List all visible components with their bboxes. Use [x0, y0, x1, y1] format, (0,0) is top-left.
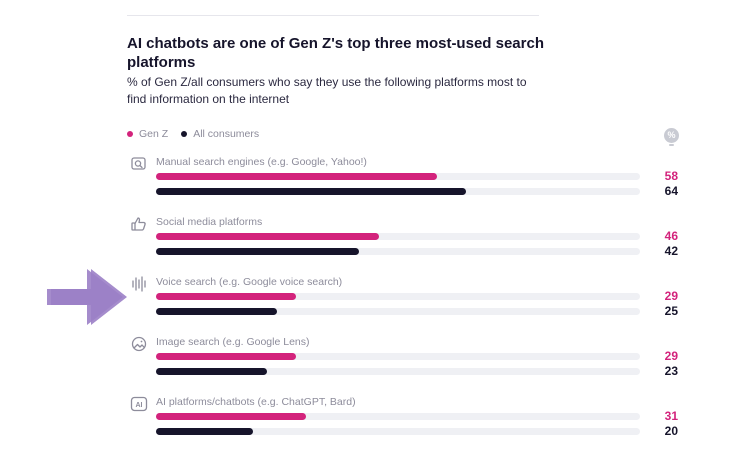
highlight-arrow — [51, 269, 127, 325]
category-label: Image search (e.g. Google Lens) — [156, 336, 310, 348]
value-label-gen-z: 29 — [664, 349, 678, 363]
ai-badge-icon: AI — [130, 396, 148, 412]
legend-item-gen-z: Gen Z — [127, 128, 168, 140]
category-label: Voice search (e.g. Google voice search) — [156, 276, 343, 288]
category-label: Social media platforms — [156, 216, 263, 228]
top-divider — [127, 15, 539, 16]
thumbs-up-icon — [131, 217, 146, 231]
image-face-icon — [131, 336, 147, 352]
chart-subtitle: % of Gen Z/all consumers who say they us… — [127, 75, 527, 106]
bar-track-gen-z — [156, 233, 640, 240]
bar-track-all-consumers — [156, 188, 640, 195]
bar-row: Image search (e.g. Google Lens) 29 23 — [0, 335, 737, 395]
value-label-all-consumers: 42 — [664, 244, 678, 258]
bar-all-consumers — [156, 428, 253, 435]
bar-gen-z — [156, 233, 379, 240]
bar-gen-z — [156, 353, 296, 360]
legend-label-gen-z: Gen Z — [139, 128, 169, 140]
bar-track-all-consumers — [156, 428, 640, 435]
bar-track-gen-z — [156, 413, 640, 420]
bar-row: Social media platforms 46 42 — [0, 215, 737, 275]
bar-all-consumers — [156, 308, 277, 315]
legend-item-all-consumers: All consumers — [181, 128, 259, 140]
value-label-gen-z: 31 — [664, 409, 678, 423]
bar-all-consumers — [156, 188, 466, 195]
svg-text:AI: AI — [136, 402, 143, 409]
value-label-gen-z: 58 — [664, 169, 678, 183]
bar-gen-z — [156, 413, 306, 420]
bar-all-consumers — [156, 248, 359, 255]
chart-legend: Gen Z All consumers — [127, 128, 272, 140]
value-label-all-consumers: 20 — [664, 424, 678, 438]
category-label: AI platforms/chatbots (e.g. ChatGPT, Bar… — [156, 396, 356, 408]
bar-track-all-consumers — [156, 308, 640, 315]
percent-icon: % — [664, 128, 679, 146]
chart-title: AI chatbots are one of Gen Z's top three… — [127, 35, 544, 71]
bar-all-consumers — [156, 368, 267, 375]
bar-row: AI AI platforms/chatbots (e.g. ChatGPT, B… — [0, 395, 737, 455]
legend-dot-all-consumers — [181, 131, 188, 137]
bar-track-gen-z — [156, 353, 640, 360]
bar-track-gen-z — [156, 293, 640, 300]
bar-gen-z — [156, 173, 437, 180]
soundwave-icon — [132, 276, 146, 292]
search-window-icon — [131, 157, 146, 170]
value-label-all-consumers: 64 — [664, 184, 678, 198]
bar-row: Manual search engines (e.g. Google, Yaho… — [0, 155, 737, 215]
value-label-all-consumers: 25 — [664, 304, 678, 318]
legend-label-all-consumers: All consumers — [193, 128, 260, 140]
bar-track-gen-z — [156, 173, 640, 180]
value-label-gen-z: 46 — [664, 229, 678, 243]
bar-track-all-consumers — [156, 248, 640, 255]
bar-track-all-consumers — [156, 368, 640, 375]
value-label-all-consumers: 23 — [664, 364, 678, 378]
category-label: Manual search engines (e.g. Google, Yaho… — [156, 156, 367, 168]
bar-row: Voice search (e.g. Google voice search) 2… — [0, 275, 737, 335]
value-label-gen-z: 29 — [664, 289, 678, 303]
bar-gen-z — [156, 293, 296, 300]
legend-dot-gen-z — [127, 131, 133, 137]
